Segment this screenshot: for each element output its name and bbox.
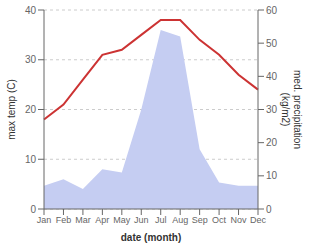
svg-text:0: 0 <box>266 204 272 215</box>
svg-text:Apr: Apr <box>95 215 109 225</box>
svg-text:10: 10 <box>266 170 278 181</box>
svg-text:Nov: Nov <box>231 215 248 225</box>
svg-text:40: 40 <box>266 71 278 82</box>
svg-text:max temp (C): max temp (C) <box>8 79 17 140</box>
svg-text:Jul: Jul <box>155 215 167 225</box>
svg-text:20: 20 <box>25 104 37 115</box>
svg-text:date (month): date (month) <box>121 232 182 243</box>
svg-text:Mar: Mar <box>75 215 91 225</box>
svg-text:20: 20 <box>266 137 278 148</box>
svg-text:med. precipitation(kg/m2): med. precipitation(kg/m2) <box>280 70 303 149</box>
svg-text:60: 60 <box>266 5 278 16</box>
svg-text:Jan: Jan <box>37 215 52 225</box>
svg-text:30: 30 <box>266 104 278 115</box>
svg-text:50: 50 <box>266 38 278 49</box>
svg-text:40: 40 <box>25 5 37 16</box>
svg-text:Jun: Jun <box>134 215 149 225</box>
svg-text:Aug: Aug <box>172 215 188 225</box>
svg-text:Dec: Dec <box>250 215 267 225</box>
svg-text:Feb: Feb <box>56 215 72 225</box>
svg-text:Sep: Sep <box>192 215 208 225</box>
svg-text:May: May <box>113 215 131 225</box>
svg-text:Oct: Oct <box>212 215 227 225</box>
svg-text:10: 10 <box>25 154 37 165</box>
svg-text:0: 0 <box>30 204 36 215</box>
svg-text:30: 30 <box>25 54 37 65</box>
